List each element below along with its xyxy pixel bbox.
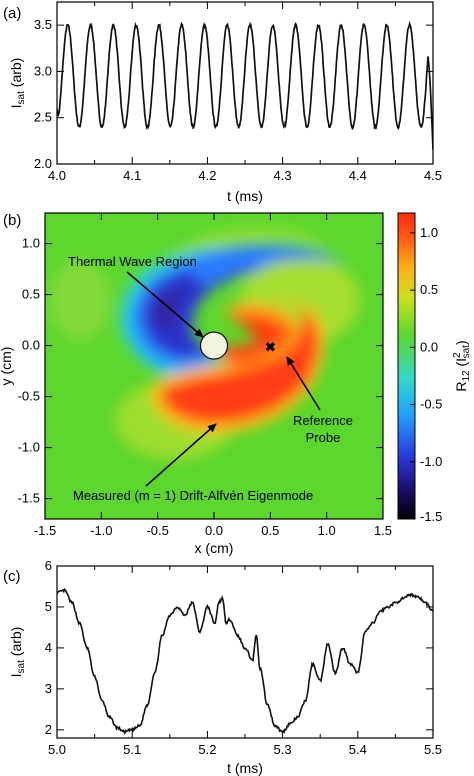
arrow-thermal-wave: [126, 271, 204, 338]
y-tick-label: 0.0: [22, 338, 40, 353]
heatmap: [45, 213, 383, 519]
x-tick-label: -1.5: [34, 523, 56, 538]
x-tick-label: 5.4: [349, 742, 367, 757]
panel-b-ylabel: y (cm): [0, 347, 14, 386]
arrow-eigenmode: [145, 423, 217, 487]
thermal-wave-region-circle: [199, 331, 229, 360]
x-tick-label: 4.4: [349, 168, 367, 183]
panel-c-xlabel: t (ms): [227, 760, 263, 776]
y-tick-label: -0.5: [18, 389, 40, 404]
annotation-reference-1: Reference: [293, 413, 353, 428]
x-tick-label: 5.0: [48, 742, 66, 757]
x-tick-label: 5.2: [198, 742, 216, 757]
y-tick-label: 3.5: [34, 17, 52, 32]
panel-a-series-line: [57, 20, 433, 151]
x-tick-label: 4.5: [424, 168, 442, 183]
colorbar-tick-label: 0.5: [420, 282, 438, 297]
panel-c-label: (c): [3, 568, 21, 585]
panel-c-ylabel: Isat (arb): [8, 627, 27, 678]
colorbar-tick-label: 1.0: [420, 225, 438, 240]
colorbar: [397, 212, 416, 520]
x-tick-label: 4.1: [123, 168, 141, 183]
y-tick-label: 2.5: [34, 110, 52, 125]
panel-a-frame: [56, 1, 434, 165]
annotation-eigenmode: Measured (m = 1) Drift-Alfvén Eigenmode: [73, 488, 313, 503]
x-tick-label: 5.1: [123, 742, 141, 757]
panel-a-xlabel: t (ms): [227, 188, 263, 204]
y-tick-label: 0.5: [22, 287, 40, 302]
panel-b-frame: [44, 212, 384, 520]
y-tick-label: 5: [45, 599, 52, 614]
arrow-reference-probe: [286, 356, 321, 411]
reference-probe-marker: ✖: [265, 340, 276, 355]
colorbar-ticks: 1.0 0.5 0.0 -0.5 -1.0 -1.5: [410, 225, 442, 524]
y-tick-label: -1.5: [18, 491, 40, 506]
panel-a-ticks: 4.0 4.1 4.2 4.3 4.4 4.5 2.0 2.5 3.0 3.5: [34, 2, 442, 183]
panel-a: (a) 4.0 4.1 4.2 4.3 4.4 4.5 2.0 2.5 3.0 3.5 t (ms…: [3, 1, 442, 204]
panel-c-series-line: [57, 587, 433, 736]
colorbar-label: R12 (I2sat): [452, 340, 472, 391]
x-tick-label: 5.3: [274, 742, 292, 757]
y-tick-label: 3.0: [34, 63, 52, 78]
panel-a-label: (a): [3, 5, 21, 22]
x-tick-label: 1.0: [318, 523, 336, 538]
panel-b-xlabel: x (cm): [195, 540, 234, 556]
y-tick-label: 3: [45, 681, 52, 696]
panel-c-frame: [56, 565, 434, 739]
x-tick-label: 1.5: [374, 523, 392, 538]
annotation-reference-2: Probe: [306, 430, 341, 445]
y-tick-label: 2: [45, 722, 52, 737]
colorbar-tick-label: 0.0: [420, 339, 438, 354]
x-tick-label: -0.5: [146, 523, 168, 538]
y-tick-label: 6: [45, 558, 52, 573]
y-tick-label: -1.0: [18, 440, 40, 455]
x-tick-label: 4.2: [198, 168, 216, 183]
x-tick-label: 0.0: [205, 523, 223, 538]
x-tick-label: 4.3: [274, 168, 292, 183]
y-tick-label: 1.0: [22, 236, 40, 251]
x-tick-label: 0.5: [261, 523, 279, 538]
panel-c-ticks: 5.0 5.1 5.2 5.3 5.4 5.5 2 3 4 5 6: [45, 558, 442, 757]
x-tick-label: -1.0: [90, 523, 112, 538]
panel-b: (b): [0, 212, 472, 556]
colorbar-tick-label: -0.5: [420, 397, 442, 412]
panel-b-label: (b): [3, 212, 21, 229]
colorbar-tick-label: -1.5: [420, 509, 442, 524]
colorbar-tick-label: -1.0: [420, 454, 442, 469]
y-tick-label: 2.0: [34, 156, 52, 171]
panel-a-ylabel: Isat (arb): [8, 58, 27, 109]
x-tick-label: 4.0: [48, 168, 66, 183]
x-tick-label: 5.5: [424, 742, 442, 757]
y-tick-label: 4: [45, 640, 52, 655]
annotation-thermal-wave: Thermal Wave Region: [68, 254, 197, 269]
panel-c: (c) 5.0 5.1 5.2 5.3 5.4 5.5 2 3 4 5 6 t (ms) Isat …: [3, 558, 442, 776]
